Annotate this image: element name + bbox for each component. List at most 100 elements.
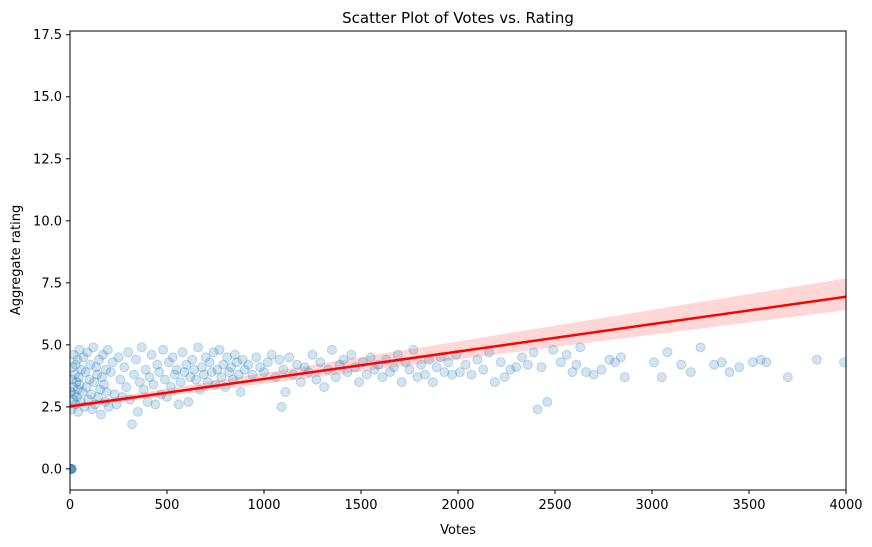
data-point (243, 359, 254, 370)
data-point (346, 349, 357, 360)
x-tick-label: 1000 (247, 498, 280, 513)
data-point (274, 354, 285, 365)
data-point (676, 359, 687, 370)
data-point (747, 357, 758, 368)
data-point (536, 362, 547, 373)
data-point (567, 367, 578, 378)
data-point (299, 362, 310, 373)
data-point (284, 352, 295, 363)
data-point (72, 354, 83, 365)
data-point (70, 463, 75, 474)
data-point (97, 349, 108, 360)
data-point (206, 367, 217, 378)
data-point (222, 352, 233, 363)
data-point (266, 349, 277, 360)
data-point (121, 382, 132, 393)
data-point (163, 357, 174, 368)
data-point (581, 367, 592, 378)
data-point (239, 364, 250, 375)
data-point (319, 382, 330, 393)
data-point (231, 357, 242, 368)
data-point (70, 359, 81, 370)
x-axis: 0 500 1000 1500 2000 2500 3000 3500 4000 (66, 490, 863, 513)
data-point (73, 406, 84, 417)
data-point (187, 354, 198, 365)
data-point (369, 364, 380, 375)
data-point (160, 374, 171, 385)
data-point (70, 349, 79, 360)
data-point (150, 399, 161, 410)
data-point (392, 349, 403, 360)
data-point (532, 404, 543, 415)
data-point (839, 357, 846, 368)
y-tick-label: 10.0 (33, 214, 62, 229)
data-point (171, 364, 182, 375)
data-point (251, 352, 262, 363)
data-point (615, 352, 626, 363)
data-point (247, 369, 258, 380)
data-point (132, 406, 143, 417)
data-point (377, 372, 388, 383)
data-point (761, 357, 772, 368)
data-point (81, 382, 92, 393)
data-point (134, 377, 145, 388)
data-point (103, 401, 114, 412)
data-point (295, 377, 306, 388)
y-tick-label: 2.5 (41, 400, 62, 415)
data-point (173, 399, 184, 410)
data-point (74, 379, 85, 390)
data-point (78, 352, 89, 363)
data-point (782, 372, 793, 383)
data-point (280, 386, 291, 397)
data-point (70, 463, 77, 474)
data-point (216, 372, 227, 383)
data-point (100, 364, 111, 375)
data-point (811, 354, 822, 365)
x-tick-label: 500 (155, 498, 180, 513)
data-point (484, 347, 495, 358)
data-point (734, 362, 745, 373)
data-point (388, 362, 399, 373)
data-point (472, 354, 483, 365)
data-point (237, 354, 248, 365)
data-point (208, 347, 219, 358)
data-point (185, 372, 196, 383)
data-point (604, 354, 615, 365)
data-point (224, 367, 235, 378)
data-point (204, 357, 215, 368)
data-point (499, 372, 510, 383)
data-point (80, 367, 91, 378)
data-point (82, 347, 93, 358)
data-point (548, 344, 559, 355)
data-point (70, 389, 80, 400)
data-point (466, 369, 477, 380)
data-point (179, 367, 190, 378)
data-point (489, 377, 500, 388)
data-point (148, 379, 159, 390)
data-point (338, 354, 349, 365)
data-point (610, 357, 621, 368)
data-point (70, 463, 77, 474)
data-point (259, 367, 269, 378)
data-point (193, 342, 204, 353)
data-point (97, 372, 108, 383)
data-point (262, 357, 273, 368)
x-tick-label: 3000 (635, 498, 668, 513)
y-tick-label: 12.5 (33, 152, 62, 167)
data-point (276, 401, 287, 412)
data-point (85, 359, 96, 370)
data-point (115, 374, 126, 385)
data-point (72, 384, 83, 395)
data-point (716, 357, 727, 368)
data-point (183, 396, 194, 407)
data-point (98, 379, 109, 390)
data-point (396, 377, 407, 388)
confidence-band (70, 278, 846, 409)
data-point (200, 352, 211, 363)
data-point (89, 377, 100, 388)
data-point (588, 369, 599, 380)
data-point (70, 382, 79, 393)
data-point (478, 364, 489, 375)
data-point (70, 463, 77, 474)
